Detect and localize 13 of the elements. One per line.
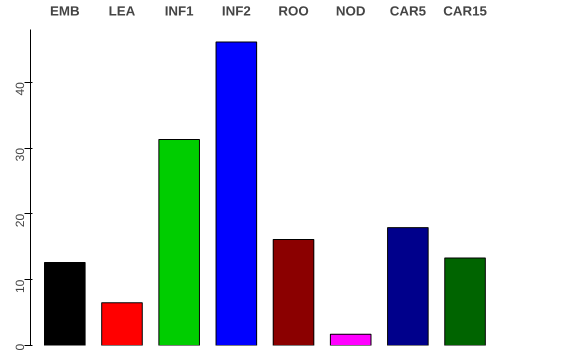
x-tick-label: NOD (336, 4, 366, 18)
y-tick-label: 0 (13, 344, 27, 350)
x-tick-label: LEA (108, 4, 136, 18)
x-tick-label: CAR5 (390, 4, 427, 18)
x-tick-label: ROO (278, 4, 309, 18)
y-tick-label: 20 (13, 214, 27, 228)
x-tick-label: INF2 (222, 4, 251, 18)
x-tick-label: EMB (50, 4, 80, 18)
y-tick-label: 10 (13, 279, 27, 294)
y-tick-label: 40 (13, 82, 27, 96)
y-tick-label: 30 (13, 148, 27, 162)
x-tick-label: CAR15 (443, 4, 488, 18)
x-tick-label: INF1 (164, 4, 194, 18)
